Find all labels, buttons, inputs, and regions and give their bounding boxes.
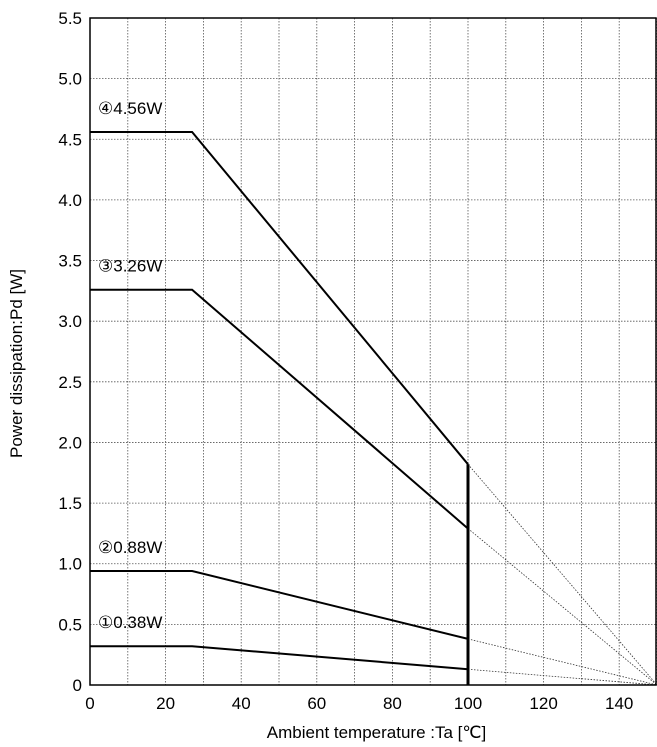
x-tick-label: 20: [156, 694, 175, 713]
series-line: [90, 288, 469, 530]
x-tick-labels: 0 20 40 60 80 100 120 140: [85, 694, 633, 713]
y-tick-label: 0.5: [58, 615, 82, 634]
series-label: ③3.26W: [98, 257, 162, 276]
x-tick-label: 40: [232, 694, 251, 713]
extension-lines: [467, 464, 657, 686]
y-tick-label: 2.0: [58, 433, 82, 452]
series-label: ①0.38W: [98, 613, 162, 632]
series-line: [90, 645, 469, 671]
y-tick-label: 3.0: [58, 312, 82, 331]
series-line: [90, 570, 469, 640]
plot-frame: [89, 17, 657, 686]
series-extension-line: [467, 464, 657, 686]
y-tick-label: 2.5: [58, 373, 82, 392]
y-tick-label: 3.5: [58, 252, 82, 271]
y-tick-label: 1.5: [58, 494, 82, 513]
series-extension-line: [467, 528, 657, 686]
y-tick-label: 5.0: [58, 70, 82, 89]
y-tick-label: 5.5: [58, 9, 82, 28]
x-tick-label: 0: [85, 694, 94, 713]
series-label: ②0.88W: [98, 538, 162, 557]
x-tick-label: 100: [454, 694, 482, 713]
x-axis-label: Ambient temperature :Ta [℃]: [267, 723, 486, 742]
y-tick-labels: 0 0.5 1.0 1.5 2.0 2.5 3.0 3.5 4.0 4.5 5.0 5.5: [58, 9, 82, 695]
series-lines: [90, 131, 469, 671]
y-axis-label: Power dissipation:Pd [W]: [7, 269, 26, 458]
series-line: [90, 131, 469, 465]
series-label: ④4.56W: [98, 99, 162, 118]
x-tick-label: 140: [605, 694, 633, 713]
x-tick-label: 60: [307, 694, 326, 713]
series-extension-line: [467, 638, 657, 686]
x-tick-label: 120: [529, 694, 557, 713]
y-tick-label: 4.0: [58, 191, 82, 210]
y-tick-label: 1.0: [58, 555, 82, 574]
y-tick-label: 4.5: [58, 130, 82, 149]
x-tick-label: 80: [383, 694, 402, 713]
series-labels: ④4.56W ③3.26W ②0.88W ①0.38W: [98, 99, 162, 632]
series-extension-line: [467, 668, 657, 686]
y-tick-label: 0: [73, 676, 82, 695]
